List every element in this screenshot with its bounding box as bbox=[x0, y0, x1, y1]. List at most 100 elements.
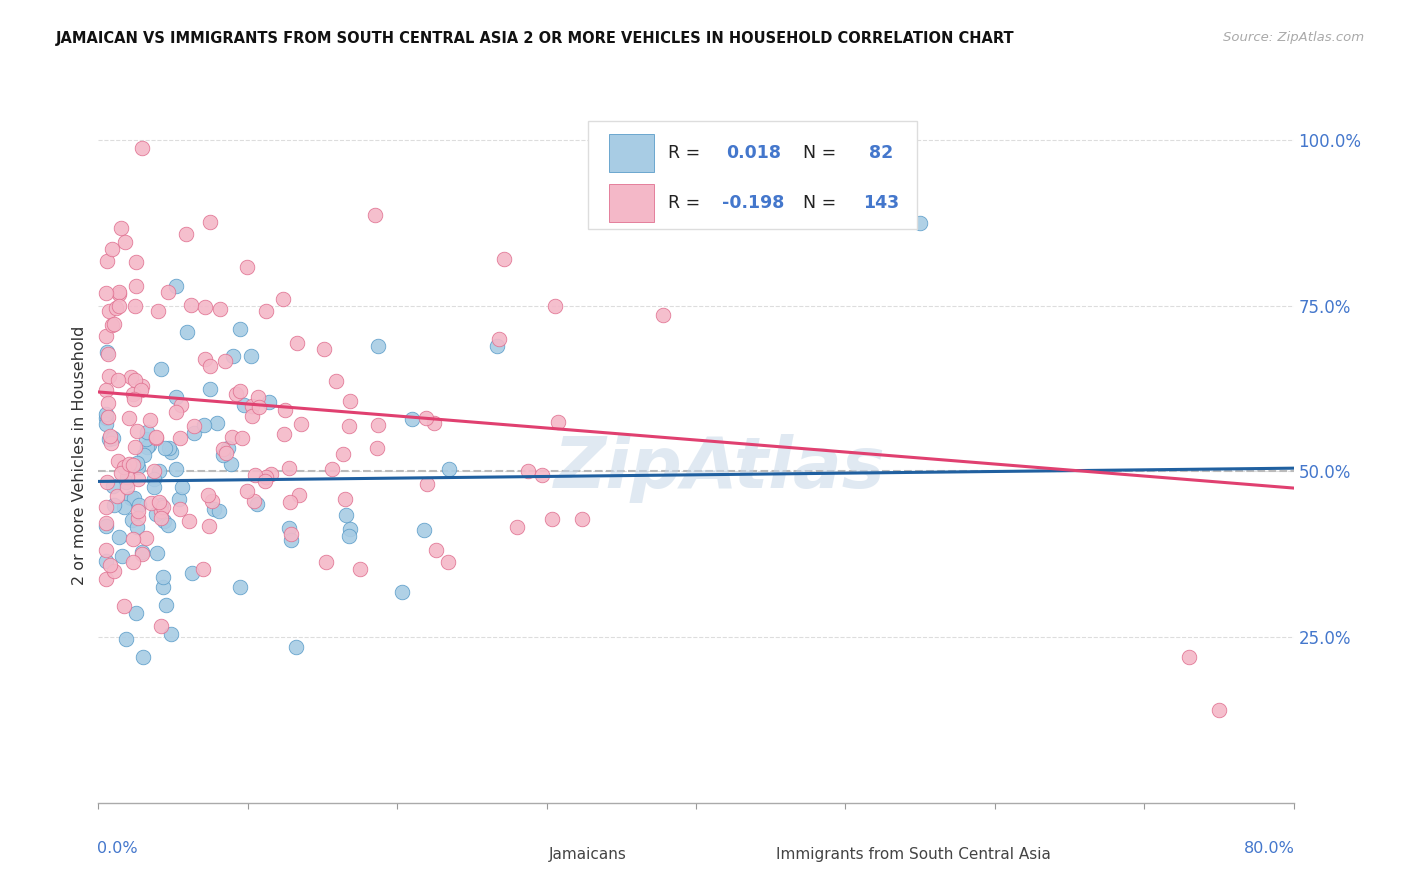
Point bbox=[271, 292, 294, 306]
Point bbox=[228, 384, 250, 398]
Point bbox=[108, 530, 131, 544]
Point bbox=[96, 253, 118, 268]
Point bbox=[571, 512, 593, 526]
Point bbox=[179, 514, 201, 528]
Point bbox=[145, 430, 167, 444]
Point bbox=[152, 580, 174, 594]
Point bbox=[506, 520, 529, 534]
FancyBboxPatch shape bbox=[494, 839, 534, 871]
Point bbox=[131, 379, 153, 393]
Point bbox=[312, 342, 335, 356]
Point bbox=[325, 375, 347, 389]
Point bbox=[143, 480, 166, 494]
Point bbox=[131, 141, 153, 155]
Point bbox=[219, 457, 242, 471]
Point bbox=[110, 466, 132, 480]
Point bbox=[486, 339, 509, 353]
Point bbox=[200, 382, 222, 396]
Point bbox=[315, 555, 337, 569]
Point bbox=[148, 464, 170, 478]
Point bbox=[170, 398, 193, 412]
Point bbox=[139, 413, 162, 427]
Point bbox=[321, 462, 343, 476]
Point bbox=[425, 542, 447, 557]
Point bbox=[121, 533, 143, 547]
Point bbox=[150, 511, 173, 525]
Point bbox=[423, 417, 446, 431]
Point bbox=[337, 529, 360, 543]
Y-axis label: 2 or more Vehicles in Household: 2 or more Vehicles in Household bbox=[72, 326, 87, 584]
Point bbox=[278, 460, 301, 475]
Point bbox=[284, 640, 307, 654]
Point bbox=[97, 432, 120, 446]
Point bbox=[118, 411, 141, 425]
Point bbox=[183, 419, 205, 434]
Point bbox=[547, 415, 569, 429]
Point bbox=[125, 519, 148, 533]
Point bbox=[145, 508, 167, 522]
Text: Source: ZipAtlas.com: Source: ZipAtlas.com bbox=[1223, 31, 1364, 45]
Point bbox=[193, 562, 215, 576]
Point bbox=[335, 508, 357, 522]
Point bbox=[516, 464, 538, 478]
Point bbox=[145, 547, 167, 561]
Point bbox=[150, 618, 173, 632]
Point bbox=[94, 329, 117, 343]
Point bbox=[332, 447, 354, 461]
Point bbox=[112, 460, 135, 475]
Point bbox=[231, 431, 253, 445]
Point bbox=[110, 220, 132, 235]
Point bbox=[128, 498, 150, 512]
Point bbox=[127, 472, 149, 486]
Point bbox=[651, 308, 673, 322]
Text: Jamaicans: Jamaicans bbox=[548, 847, 627, 863]
Point bbox=[169, 431, 191, 445]
Point bbox=[98, 558, 121, 572]
Point bbox=[333, 492, 356, 507]
Point bbox=[117, 480, 139, 494]
Text: 143: 143 bbox=[863, 194, 900, 212]
Point bbox=[108, 287, 131, 301]
Text: -0.198: -0.198 bbox=[723, 194, 785, 212]
Point bbox=[124, 440, 146, 454]
Point bbox=[401, 411, 423, 425]
Point bbox=[125, 279, 148, 293]
Point bbox=[111, 549, 134, 563]
Point bbox=[121, 555, 143, 569]
Point bbox=[96, 411, 118, 425]
Point bbox=[367, 339, 389, 353]
Point bbox=[152, 500, 174, 515]
Point bbox=[209, 301, 232, 316]
Point bbox=[165, 405, 187, 419]
Point bbox=[108, 285, 131, 299]
Point bbox=[183, 425, 205, 440]
Point bbox=[94, 407, 117, 421]
Point bbox=[155, 598, 177, 612]
Point bbox=[124, 373, 146, 387]
Point bbox=[155, 442, 177, 456]
Point bbox=[94, 286, 117, 301]
Point bbox=[412, 523, 434, 537]
Point bbox=[160, 626, 183, 640]
Point bbox=[94, 554, 117, 568]
Point bbox=[416, 476, 439, 491]
FancyBboxPatch shape bbox=[720, 839, 762, 871]
Point bbox=[122, 387, 145, 401]
Point bbox=[253, 474, 276, 488]
Point bbox=[141, 496, 163, 510]
Point bbox=[176, 325, 198, 339]
Point bbox=[273, 426, 295, 441]
Point bbox=[364, 208, 387, 222]
FancyBboxPatch shape bbox=[609, 134, 654, 172]
Point bbox=[101, 432, 124, 446]
Point bbox=[415, 411, 437, 425]
Point bbox=[132, 448, 155, 462]
Point bbox=[273, 402, 295, 417]
Text: N =: N = bbox=[792, 144, 841, 161]
Point bbox=[131, 547, 153, 561]
Point bbox=[96, 475, 118, 489]
Point bbox=[112, 599, 135, 614]
Point bbox=[135, 432, 157, 446]
Point bbox=[288, 488, 311, 502]
Point bbox=[180, 298, 202, 312]
